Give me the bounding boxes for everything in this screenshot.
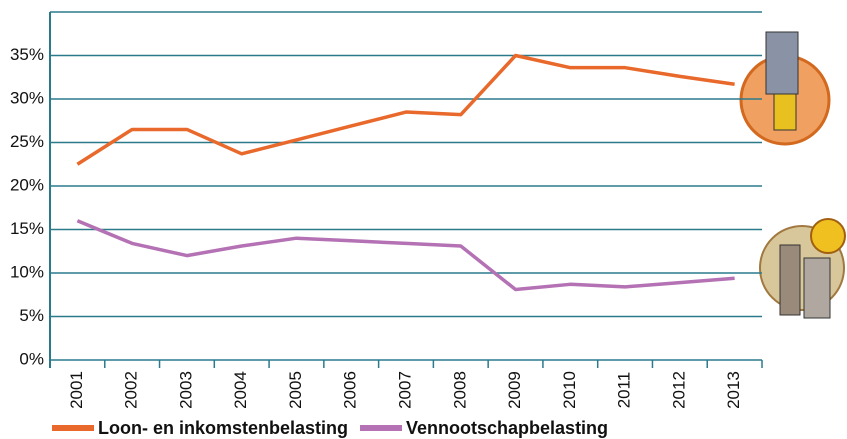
x-tick-label: 2007: [395, 371, 414, 409]
x-tick-label: 2012: [669, 371, 688, 409]
x-tick-label: 2005: [286, 371, 305, 409]
y-tick-label: 15%: [10, 219, 44, 238]
y-tick-label: 30%: [10, 88, 44, 107]
x-tick-label: 2004: [231, 371, 250, 409]
y-tick-label: 20%: [10, 175, 44, 194]
y-tick-label: 0%: [19, 349, 44, 368]
x-tick-label: 2013: [724, 371, 743, 409]
y-tick-label: 35%: [10, 45, 44, 64]
x-tick-label: 2006: [341, 371, 360, 409]
y-tick-label: 25%: [10, 132, 44, 151]
legend-label: Vennootschapbelasting: [406, 418, 608, 438]
x-tick-label: 2011: [615, 372, 634, 409]
x-tick-label: 2001: [67, 371, 86, 409]
x-tick-label: 2002: [122, 371, 141, 409]
legend-label: Loon- en inkomstenbelasting: [98, 418, 348, 438]
y-tick-label: 5%: [19, 306, 44, 325]
x-tick-label: 2009: [505, 371, 524, 409]
series-line: [76, 53, 735, 166]
x-tick-label: 2003: [176, 371, 195, 409]
x-tick-label: 2010: [560, 371, 579, 409]
y-tick-label: 10%: [10, 262, 44, 281]
decoration: [739, 31, 846, 319]
series-line: [76, 219, 735, 292]
x-tick-label: 2008: [450, 371, 469, 409]
